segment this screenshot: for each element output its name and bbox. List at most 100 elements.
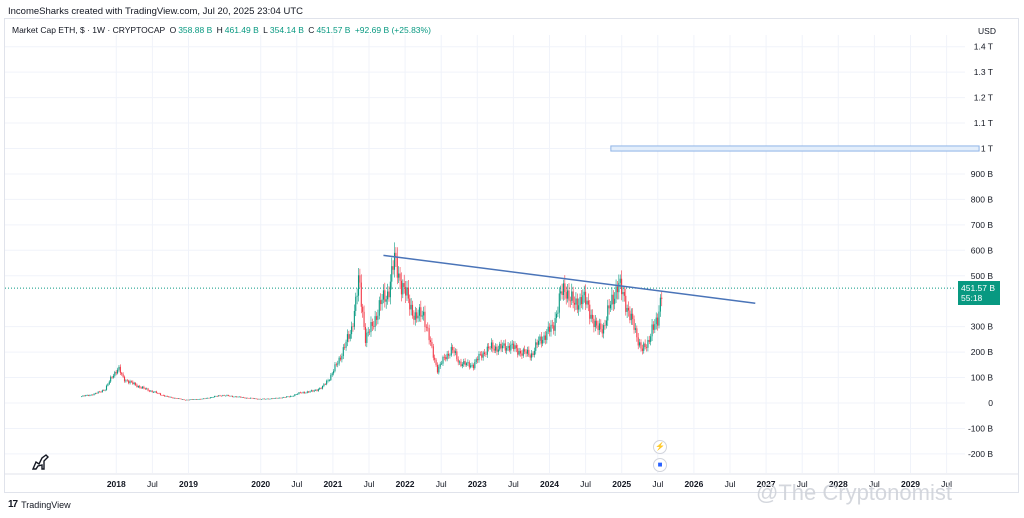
candle-body xyxy=(435,359,437,365)
x-tick-label: Jul xyxy=(291,479,302,489)
candle-body xyxy=(182,399,184,400)
candle-body xyxy=(378,300,380,316)
candle-body xyxy=(122,374,124,377)
candle-body xyxy=(323,384,325,386)
candle-body xyxy=(112,375,114,378)
candle-body xyxy=(227,395,229,396)
candle-body xyxy=(600,323,602,330)
candle-body xyxy=(204,398,206,400)
candle-body xyxy=(542,339,544,344)
candle-body xyxy=(478,353,480,361)
candle-body xyxy=(172,397,174,399)
candle-body xyxy=(280,397,282,399)
candle-body xyxy=(607,305,609,321)
candle-body xyxy=(561,291,563,295)
candle-body xyxy=(454,351,456,353)
candle-body xyxy=(589,304,591,319)
target-zone-box[interactable] xyxy=(610,145,980,152)
candle-body xyxy=(191,399,193,400)
candle-body xyxy=(162,395,164,396)
candle-body xyxy=(243,397,245,398)
candle-body xyxy=(299,392,301,393)
candle-body xyxy=(562,283,564,295)
candle-body xyxy=(193,399,195,401)
candle-body xyxy=(464,361,466,365)
candle-body xyxy=(575,298,577,305)
candle-body xyxy=(285,396,288,398)
creator-line: IncomeSharks created with TradingView.co… xyxy=(8,6,304,17)
candle-body xyxy=(107,384,109,386)
candle-body xyxy=(237,396,239,398)
candle-body xyxy=(532,353,534,356)
candle-body xyxy=(496,346,498,352)
candle-body xyxy=(472,364,474,369)
candle-body xyxy=(524,349,526,352)
candle-body xyxy=(274,397,276,399)
candle-body xyxy=(513,343,515,350)
candle-body xyxy=(353,310,355,327)
candle-body xyxy=(342,347,344,356)
tradingview-brand[interactable]: 17 TradingView xyxy=(8,499,71,510)
candle-body xyxy=(591,314,594,319)
candle-body xyxy=(417,315,419,319)
candle-body xyxy=(528,349,530,356)
candle-body xyxy=(86,395,88,396)
candle-body xyxy=(144,388,146,390)
x-tick-label: Jul xyxy=(436,479,447,489)
candle-body xyxy=(578,305,580,310)
candle-body xyxy=(176,398,178,399)
x-tick-label: 2029 xyxy=(901,479,920,489)
candle-body xyxy=(504,343,506,351)
candle-body xyxy=(92,394,94,396)
candle-body xyxy=(146,388,148,390)
change-value: +92.69 B (+25.83%) xyxy=(354,25,431,35)
resistance-trendline[interactable] xyxy=(383,254,756,304)
candle-body xyxy=(114,372,116,376)
candle-body xyxy=(619,278,621,283)
candle-body xyxy=(457,359,459,363)
x-tick-label: 2024 xyxy=(540,479,559,489)
candle-body xyxy=(207,397,209,399)
candle-body xyxy=(357,275,360,296)
candle-body xyxy=(615,286,617,299)
currency-label[interactable]: USD xyxy=(978,26,996,36)
candle-body xyxy=(261,399,263,400)
candle-body xyxy=(652,324,654,330)
candle-body xyxy=(352,326,354,328)
candle-body xyxy=(123,376,126,382)
y-tick-label: 1.3 T xyxy=(974,67,993,77)
candle-body xyxy=(399,273,401,281)
x-tick-label: 2019 xyxy=(179,479,198,489)
flash-event-icon[interactable]: ⚡ xyxy=(653,440,667,454)
y-tick-label: -100 B xyxy=(968,423,993,433)
candle-body xyxy=(258,398,260,400)
candle-body xyxy=(338,357,340,364)
candle-body xyxy=(384,290,386,302)
candle-body xyxy=(608,305,610,309)
candle-body xyxy=(439,363,441,367)
candle-body xyxy=(316,389,318,391)
candle-body xyxy=(659,297,661,312)
candle-body xyxy=(429,340,432,343)
candle-body xyxy=(398,273,400,278)
candle-body xyxy=(544,335,546,340)
dinosaur-icon[interactable] xyxy=(30,452,52,472)
candle-body xyxy=(612,294,614,305)
candle-body xyxy=(485,354,487,355)
candle-body xyxy=(326,380,328,385)
candle-body xyxy=(136,384,138,388)
candle-body xyxy=(508,345,510,351)
candle-body xyxy=(622,292,624,295)
candle-body xyxy=(540,336,542,344)
candle-body xyxy=(403,283,405,287)
candle-body xyxy=(640,342,642,349)
candle-body xyxy=(632,313,634,320)
us-flag-event-icon[interactable]: ■ xyxy=(653,458,667,472)
candle-body xyxy=(362,306,364,312)
candle-body xyxy=(225,395,227,397)
candle-body xyxy=(208,397,210,399)
candle-body xyxy=(294,394,296,396)
low-label: L xyxy=(263,25,268,35)
symbol-title[interactable]: Market Cap ETH, $ · 1W · CRYPTOCAP xyxy=(12,25,166,35)
